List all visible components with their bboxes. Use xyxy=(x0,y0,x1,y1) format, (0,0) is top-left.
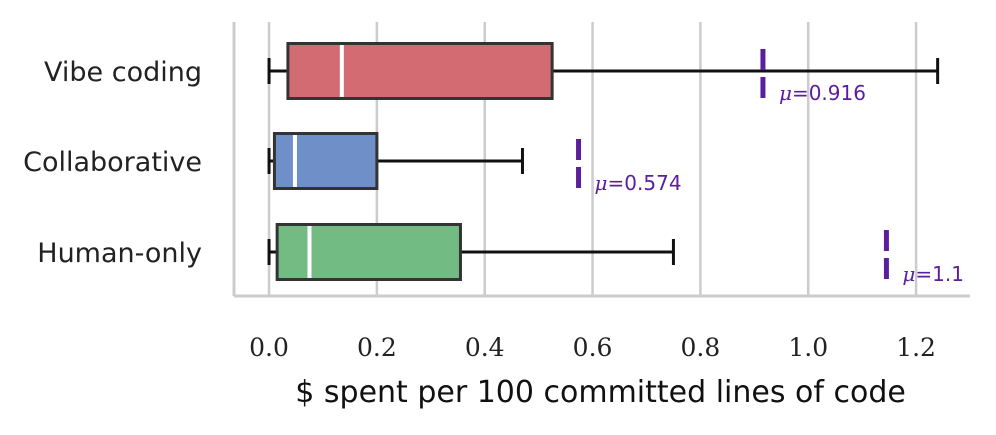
category-label: Collaborative xyxy=(23,147,202,178)
x-tick-label: 0.2 xyxy=(357,333,397,362)
x-tick-label: 0.4 xyxy=(465,333,505,362)
x-tick-label: 0.0 xyxy=(249,333,289,362)
axis-spines xyxy=(232,22,970,298)
box-vibe-coding xyxy=(267,42,940,100)
x-tick-label: 1.2 xyxy=(896,333,936,362)
category-labels: Vibe coding Collaborative Human-only xyxy=(23,57,202,269)
box-human-only xyxy=(267,223,675,281)
box-collaborative xyxy=(267,132,524,190)
category-label: Vibe coding xyxy=(44,57,202,88)
x-tick-labels: 0.0 0.2 0.4 0.6 0.8 1.0 1.2 xyxy=(249,333,936,362)
iqr-box xyxy=(275,223,462,281)
mean-label: μ=0.916 xyxy=(779,81,866,105)
box-plots xyxy=(267,42,940,281)
x-axis-title: $ spent per 100 committed lines of code xyxy=(295,375,906,410)
x-tick-label: 0.6 xyxy=(573,333,613,362)
iqr-box xyxy=(286,42,554,100)
mean-markers: μ=0.916 μ=0.574 μ=1.1 xyxy=(576,49,964,286)
mean-label: μ=0.574 xyxy=(595,171,682,195)
x-tick-label: 0.8 xyxy=(681,333,721,362)
x-tick-label: 1.0 xyxy=(788,333,828,362)
category-label: Human-only xyxy=(37,238,202,269)
iqr-box xyxy=(272,132,379,190)
mean-label: μ=1.1 xyxy=(902,262,964,286)
